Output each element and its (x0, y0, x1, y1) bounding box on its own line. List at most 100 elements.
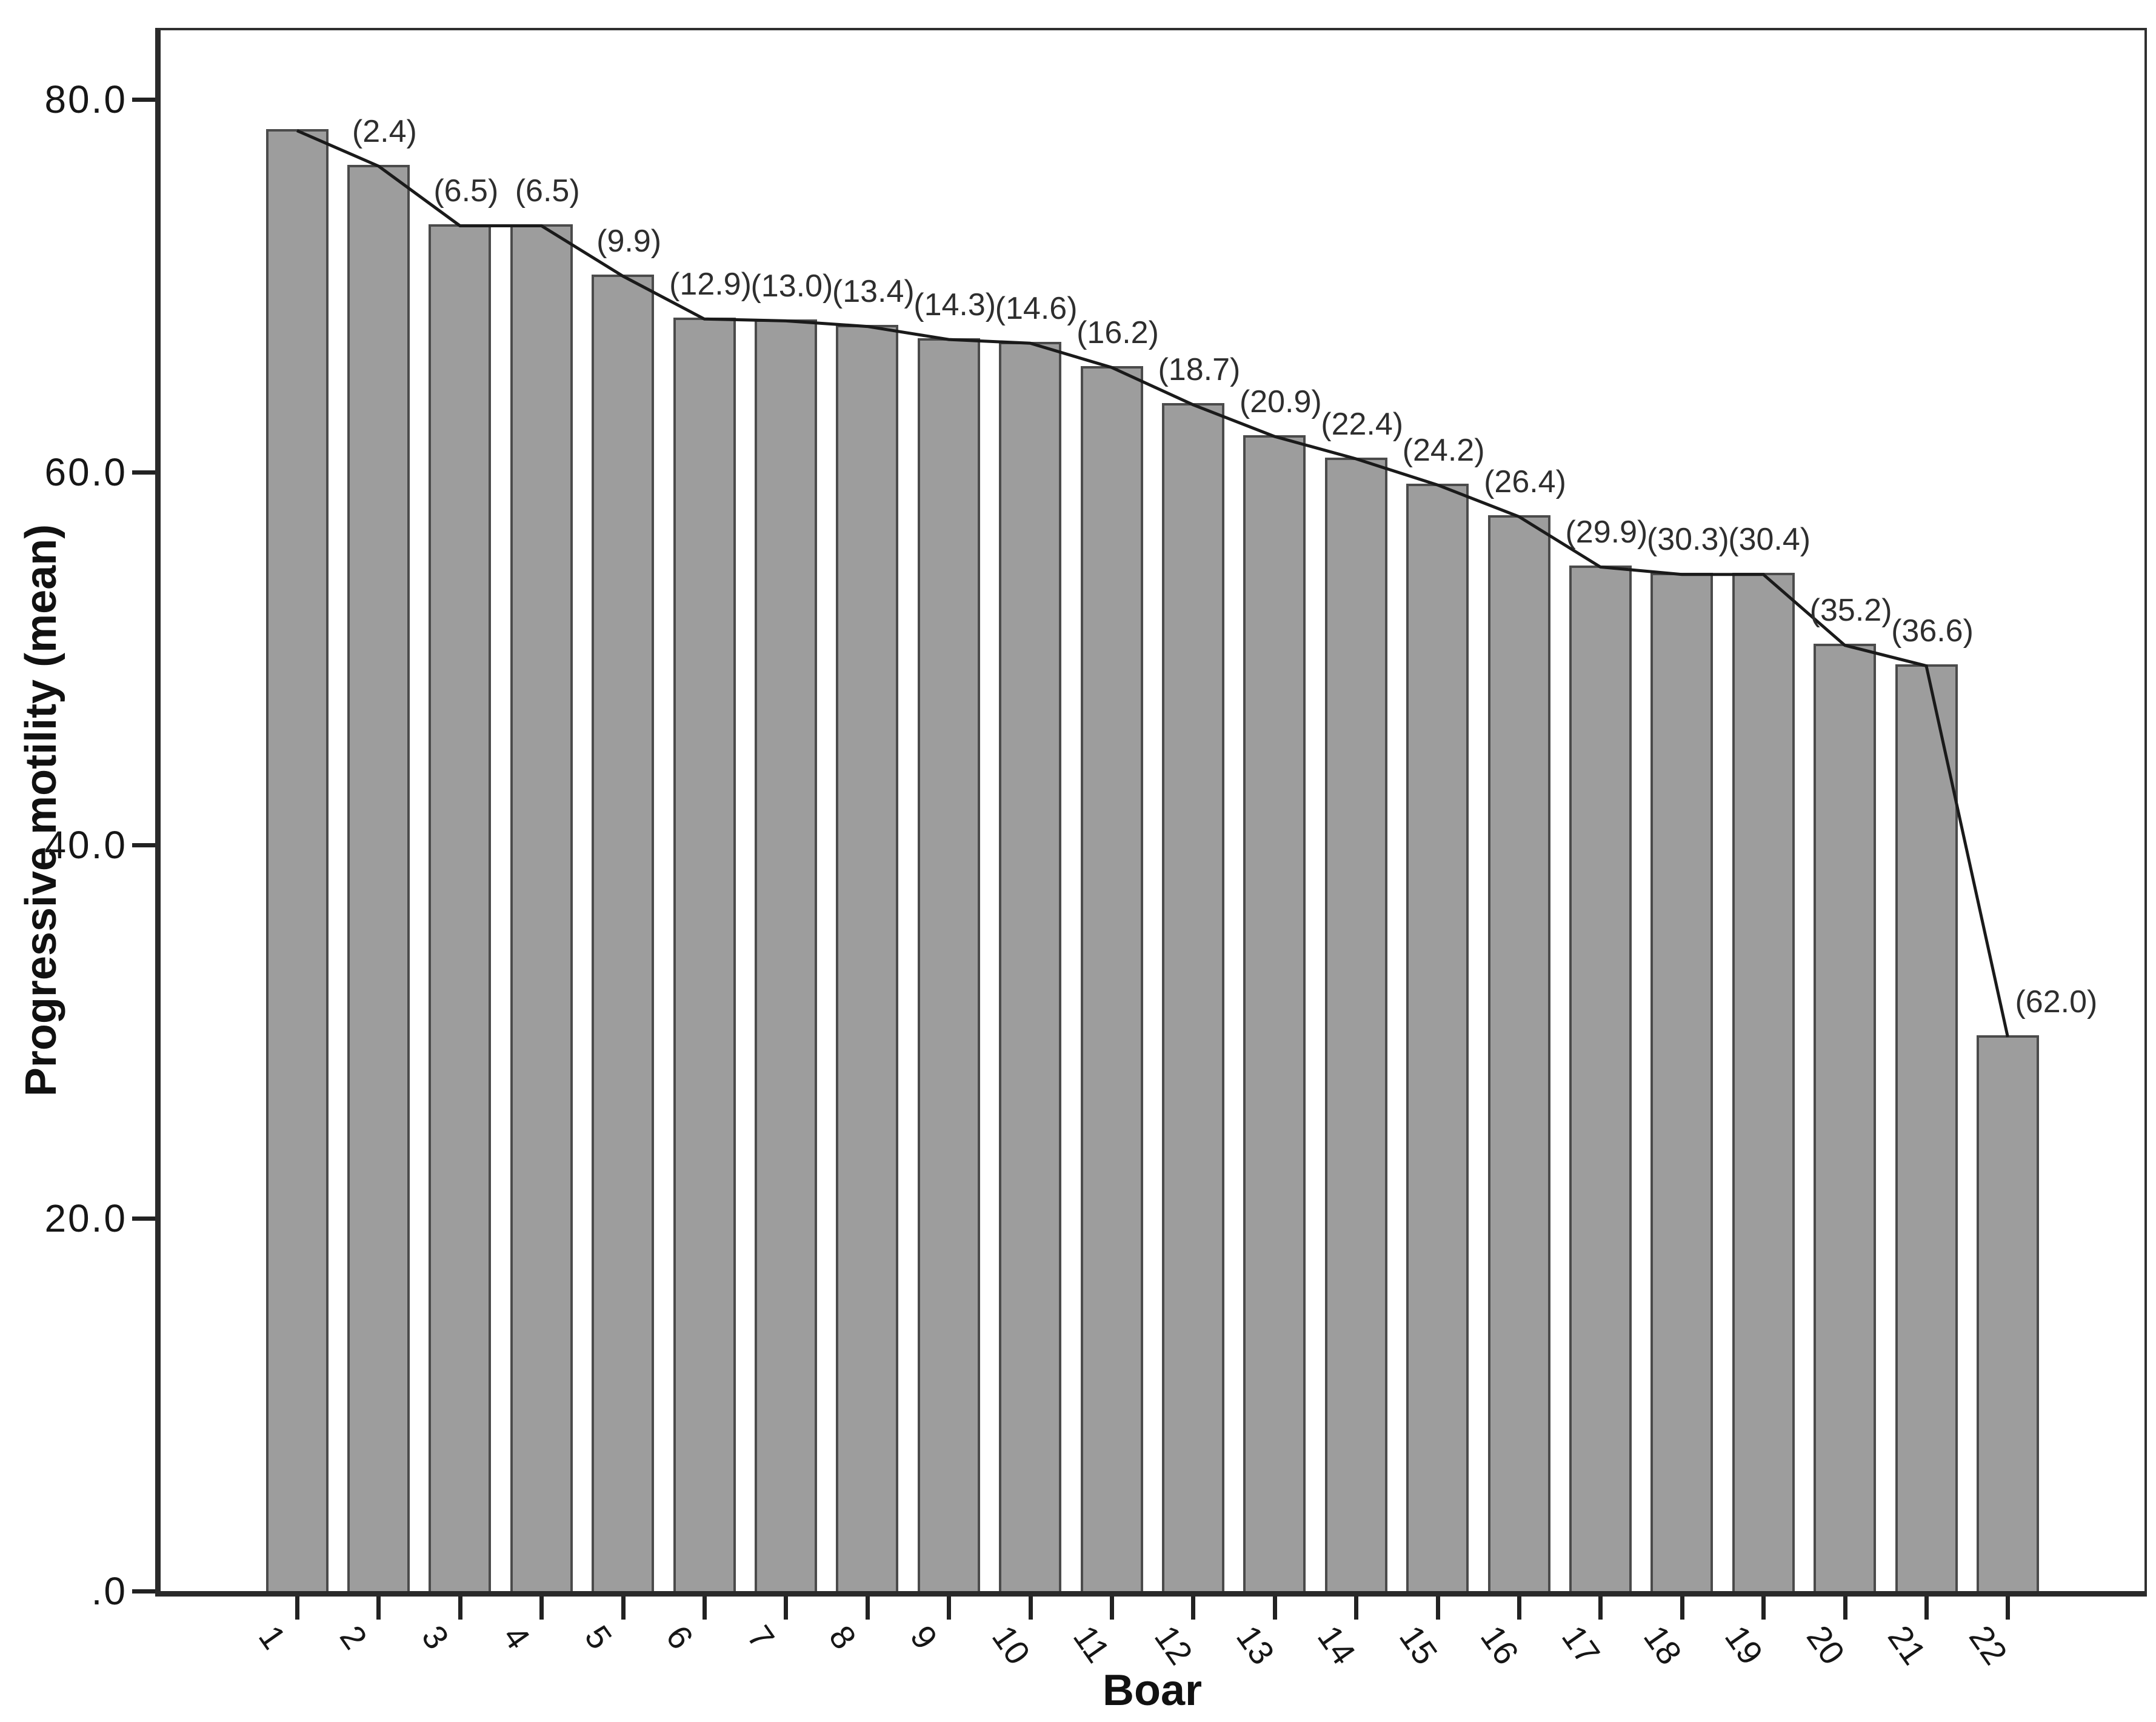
bar-value-label: (13.0) (750, 268, 833, 304)
x-tick-mark (1110, 1597, 1114, 1620)
bar-boar-2 (347, 165, 410, 1591)
bar-value-label: (30.3) (1646, 522, 1729, 558)
bar-boar-4 (510, 224, 573, 1591)
bar-value-label: (30.4) (1728, 522, 1811, 558)
x-tick-label: 5 (577, 1618, 619, 1656)
x-tick-label: 13 (1229, 1618, 1282, 1672)
x-tick-label: 10 (984, 1618, 1038, 1672)
y-tick-mark (132, 1589, 155, 1594)
x-tick-mark (1435, 1597, 1440, 1620)
x-tick-mark (1028, 1597, 1033, 1620)
bar-boar-13 (1243, 435, 1306, 1591)
x-tick-mark (1843, 1597, 1847, 1620)
x-tick-mark (1191, 1597, 1196, 1620)
bar-boar-7 (754, 319, 817, 1591)
bar-value-label: (36.6) (1891, 613, 1974, 649)
bar-value-label: (2.4) (352, 113, 417, 149)
bar-value-label: (12.9) (669, 266, 752, 302)
bar-boar-8 (836, 325, 899, 1591)
bar-value-label: (14.6) (995, 290, 1078, 326)
bar-value-label: (62.0) (2015, 984, 2098, 1020)
x-tick-mark (1272, 1597, 1277, 1620)
bar-value-label: (6.5) (433, 173, 499, 209)
x-tick-mark (865, 1597, 870, 1620)
bar-boar-20 (1814, 644, 1877, 1591)
x-tick-label: 21 (1880, 1618, 1934, 1672)
bar-boar-16 (1487, 515, 1550, 1591)
x-tick-mark (1517, 1597, 1521, 1620)
x-tick-label: 9 (903, 1618, 946, 1656)
x-tick-mark (458, 1597, 462, 1620)
x-tick-label: 6 (658, 1618, 701, 1656)
bar-boar-22 (1976, 1035, 2039, 1591)
bar-boar-6 (673, 318, 736, 1591)
y-tick-label: 60.0 (44, 450, 127, 495)
bar-value-label: (22.4) (1321, 406, 1404, 442)
bar-value-label: (18.7) (1158, 352, 1241, 388)
trend-line (296, 129, 2009, 1038)
y-tick-mark (132, 1216, 155, 1221)
bar-boar-10 (999, 342, 1062, 1591)
y-tick-mark (132, 97, 155, 102)
x-tick-label: 18 (1636, 1618, 1689, 1672)
x-axis-title: Boar (1102, 1666, 1203, 1715)
x-tick-label: 17 (1555, 1618, 1608, 1672)
x-tick-label: 22 (1962, 1618, 2015, 1672)
bar-value-label: (9.9) (596, 224, 662, 259)
bar-value-label: (16.2) (1076, 315, 1159, 350)
x-tick-label: 12 (1147, 1618, 1201, 1672)
x-tick-mark (1680, 1597, 1684, 1620)
bar-value-label: (26.4) (1484, 464, 1566, 499)
x-tick-mark (784, 1597, 789, 1620)
x-tick-label: 2 (333, 1618, 375, 1656)
y-tick-label: 40.0 (44, 823, 127, 867)
bar-value-label: (20.9) (1239, 384, 1322, 419)
bar-boar-1 (265, 129, 329, 1591)
bar-boar-21 (1895, 664, 1958, 1591)
bar-value-label: (14.3) (913, 287, 996, 322)
x-tick-mark (2006, 1597, 2011, 1620)
x-tick-label: 15 (1392, 1618, 1445, 1672)
x-tick-mark (1761, 1597, 1766, 1620)
bar-boar-18 (1650, 573, 1714, 1591)
x-tick-label: 4 (496, 1618, 538, 1656)
x-tick-mark (1598, 1597, 1603, 1620)
x-tick-label: 7 (740, 1618, 783, 1656)
x-tick-label: 20 (1799, 1618, 1852, 1672)
x-tick-mark (621, 1597, 626, 1620)
plot-area: (2.4) (6.5) (6.5) (9.9) (12.9) (13.0) (13.4) (1… (155, 28, 2147, 1597)
x-tick-label: 16 (1473, 1618, 1527, 1672)
x-tick-mark (376, 1597, 381, 1620)
bar-value-label: (29.9) (1565, 514, 1648, 550)
y-axis-title: Progressive motility (mean) (17, 524, 65, 1097)
x-tick-mark (295, 1597, 299, 1620)
x-tick-label: 14 (1310, 1618, 1364, 1672)
x-tick-mark (1354, 1597, 1359, 1620)
y-tick-mark (132, 843, 155, 848)
x-tick-label: 8 (821, 1618, 864, 1656)
bar-value-label: (13.4) (832, 274, 915, 310)
y-tick-label: 80.0 (44, 77, 127, 121)
bar-boar-14 (1324, 458, 1387, 1591)
x-tick-mark (1924, 1597, 1929, 1620)
bar-boar-9 (917, 338, 980, 1591)
bar-value-label: (35.2) (1809, 593, 1892, 629)
x-tick-mark (703, 1597, 707, 1620)
x-tick-label: 19 (1718, 1618, 1771, 1672)
bar-boar-5 (592, 275, 655, 1591)
bar-boar-19 (1732, 573, 1795, 1591)
bar-value-label: (24.2) (1402, 432, 1485, 468)
bar-value-label: (6.5) (515, 173, 580, 209)
bar-boar-11 (1080, 366, 1143, 1591)
y-tick-mark (132, 470, 155, 475)
x-tick-mark (539, 1597, 544, 1620)
bar-boar-12 (1161, 403, 1224, 1591)
x-tick-label: 3 (414, 1618, 457, 1656)
x-tick-label: 1 (251, 1618, 294, 1656)
y-tick-label: .0 (91, 1569, 127, 1613)
y-tick-label: 20.0 (44, 1196, 127, 1240)
bar-boar-17 (1569, 566, 1632, 1591)
trend-line-path (296, 129, 2009, 1038)
x-tick-label: 11 (1066, 1618, 1118, 1670)
